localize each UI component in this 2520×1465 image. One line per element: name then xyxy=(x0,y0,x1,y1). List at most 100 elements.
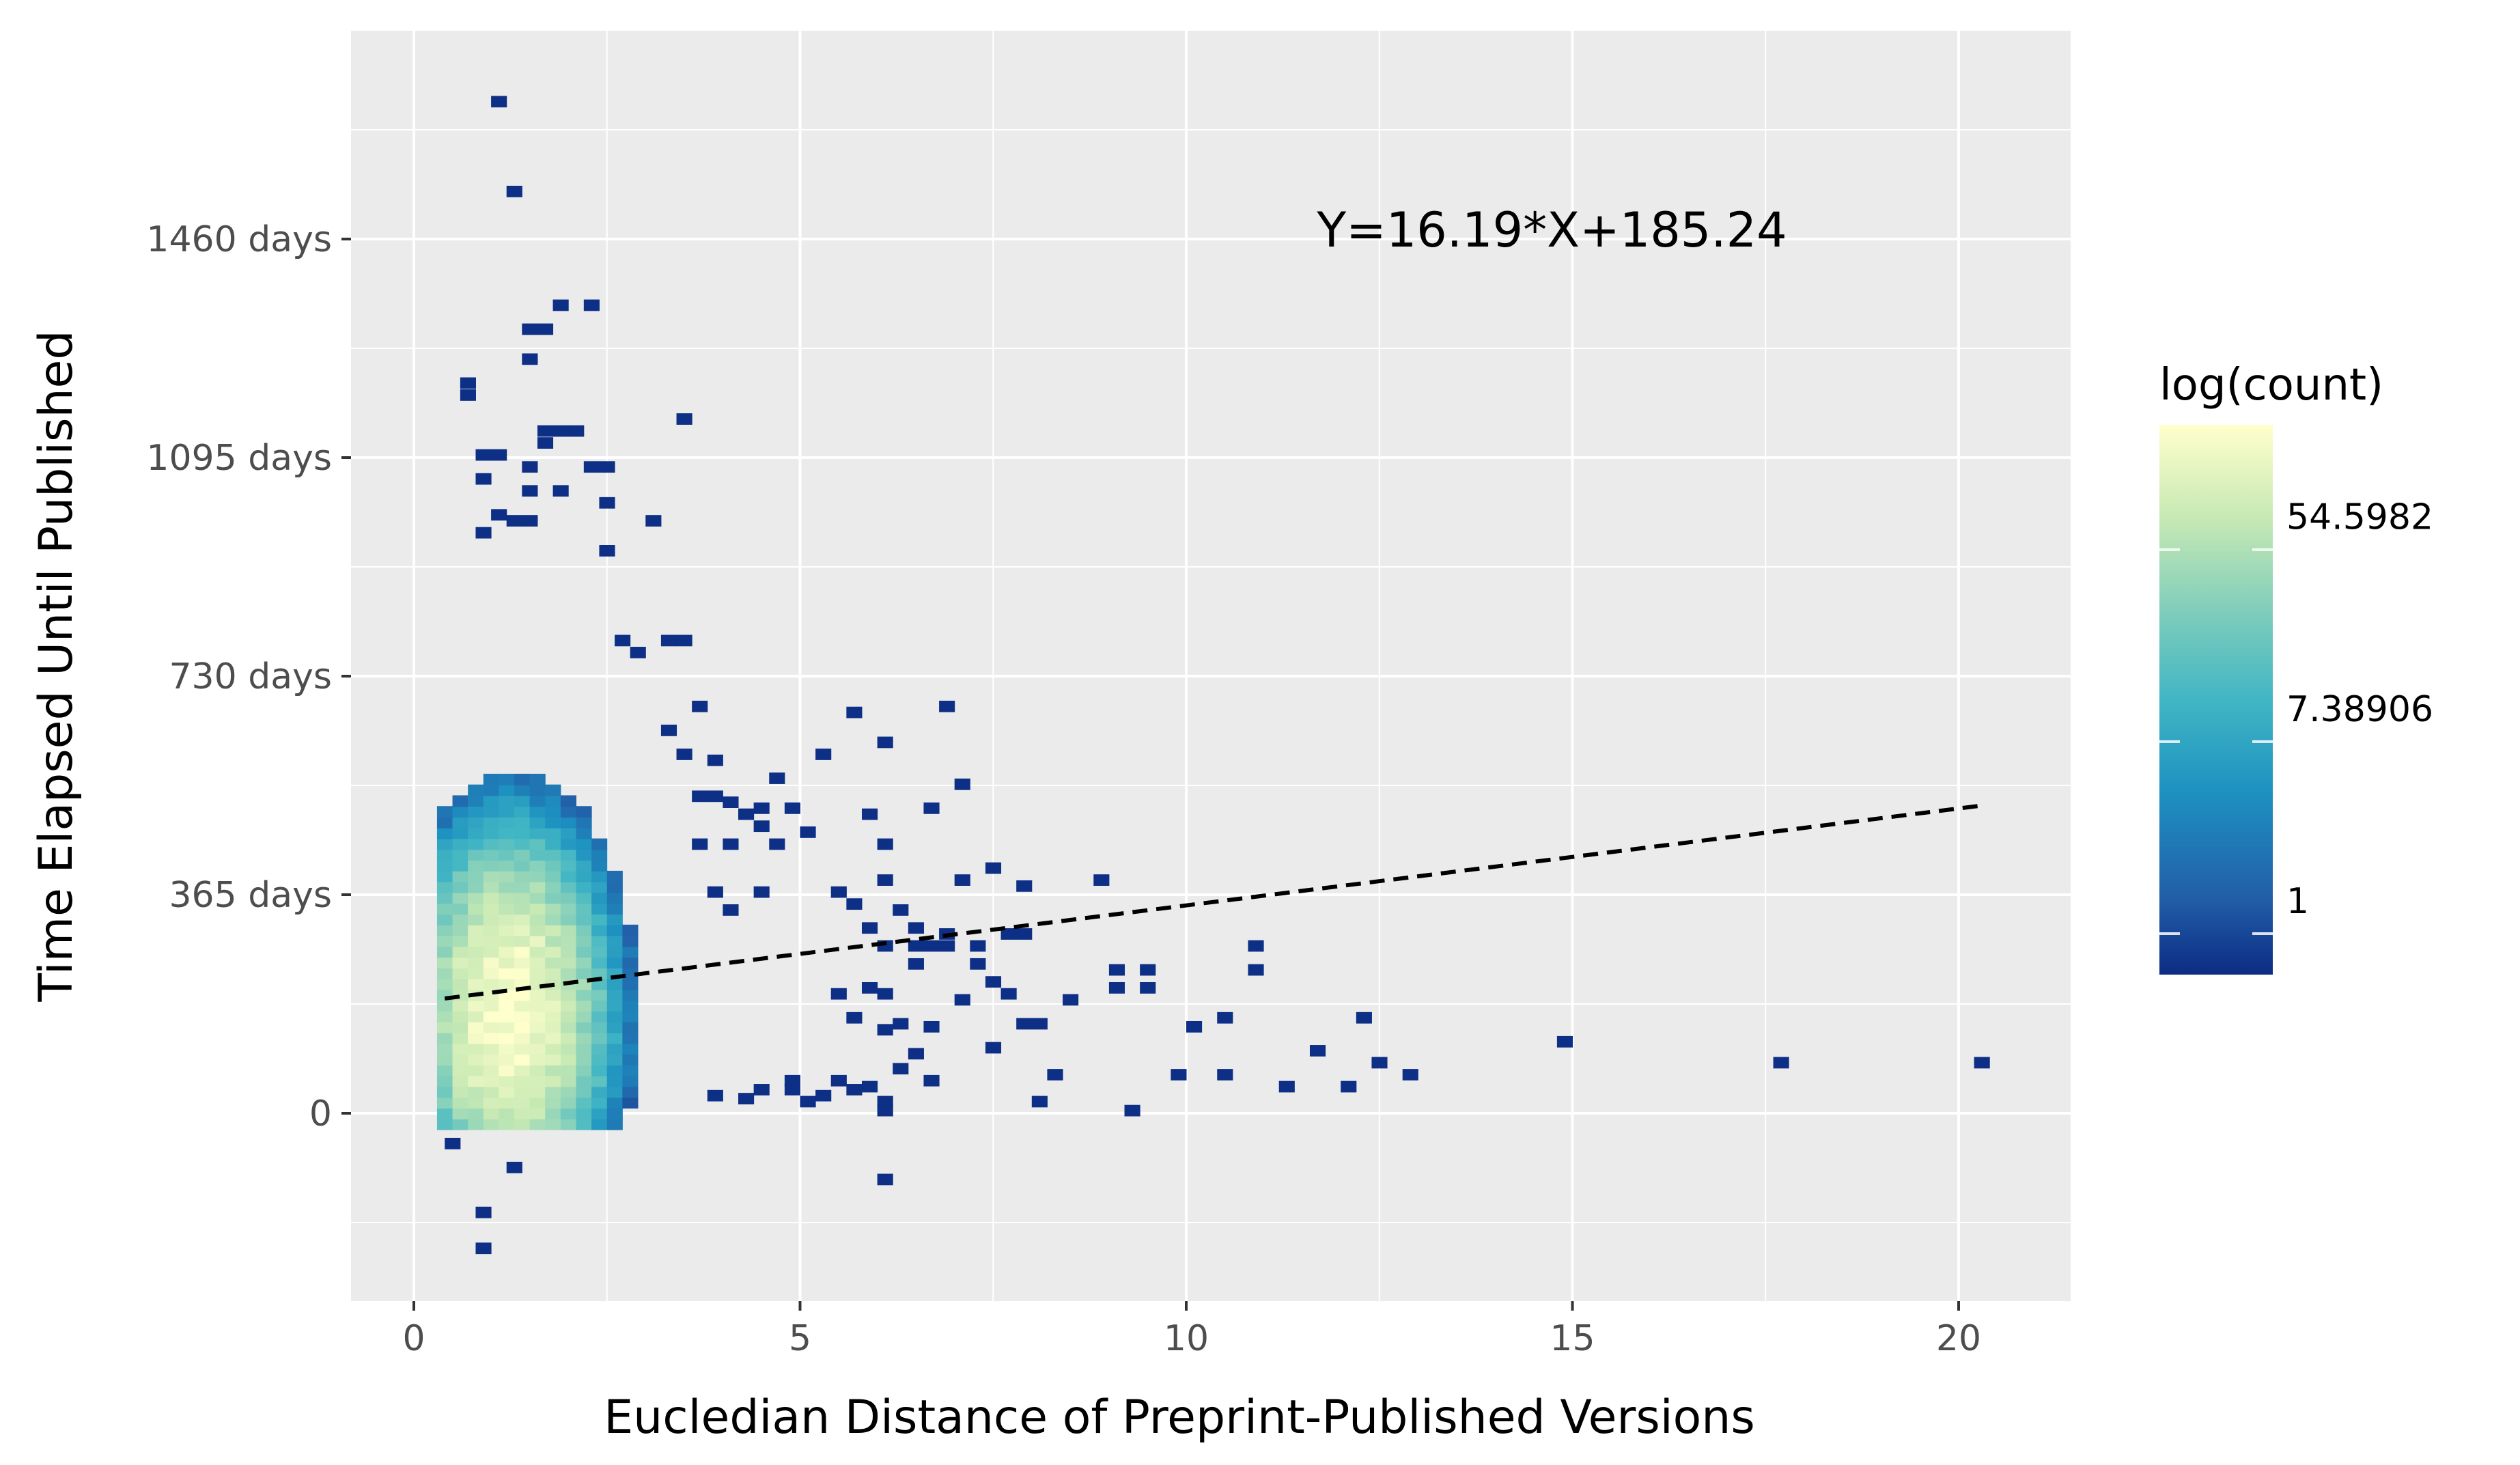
heatmap-bin xyxy=(514,1000,531,1012)
heatmap-bin xyxy=(545,989,561,1001)
heatmap-bin xyxy=(591,1086,608,1098)
heatmap-bin xyxy=(436,1108,453,1119)
heatmap-bin xyxy=(877,874,893,886)
x-tick-label: 10 xyxy=(1164,1318,1209,1359)
heatmap-bin xyxy=(529,1075,546,1087)
heatmap-bin xyxy=(560,1000,577,1012)
heatmap-bin xyxy=(514,817,531,828)
heatmap-bin xyxy=(800,826,816,838)
heatmap-bin xyxy=(560,1054,577,1065)
heatmap-bin xyxy=(514,838,531,850)
heatmap-bin xyxy=(591,881,608,893)
heatmap-bin xyxy=(537,437,554,449)
heatmap-bin xyxy=(606,935,623,947)
heatmap-bin xyxy=(452,1043,468,1055)
heatmap-bin xyxy=(452,1011,468,1022)
heatmap-bin xyxy=(560,1097,577,1109)
heatmap-bin xyxy=(576,946,592,958)
heatmap-bin xyxy=(483,827,499,839)
heatmap-bin xyxy=(452,827,468,839)
heatmap-bin xyxy=(436,957,453,968)
heatmap-bin xyxy=(452,1064,468,1076)
heatmap-bin xyxy=(452,806,468,818)
heatmap-bin xyxy=(591,1108,608,1119)
heatmap-bin xyxy=(1773,1057,1789,1069)
heatmap-bin xyxy=(529,817,546,828)
heatmap-bin xyxy=(877,736,893,749)
heatmap-bin xyxy=(707,790,723,803)
heatmap-bin xyxy=(545,1011,561,1022)
heatmap-bin xyxy=(483,838,499,850)
heatmap-bin xyxy=(436,817,453,828)
heatmap-bin xyxy=(545,1032,561,1044)
heatmap-bin xyxy=(483,914,499,925)
heatmap-bin xyxy=(529,989,546,1001)
heatmap-bin xyxy=(591,967,608,979)
heatmap-bin xyxy=(877,1024,893,1036)
heatmap-bin xyxy=(606,1011,623,1022)
x-tick-label: 0 xyxy=(402,1318,425,1359)
heatmap-bin xyxy=(576,1000,592,1012)
heatmap-bin xyxy=(468,924,484,936)
heatmap-bin xyxy=(499,1054,515,1065)
heatmap-bin xyxy=(877,988,893,1000)
heatmap-bin xyxy=(436,827,453,839)
heatmap-bin xyxy=(606,1075,623,1087)
heatmap-bin xyxy=(784,1074,800,1087)
legend-label: 1 xyxy=(2286,881,2309,922)
heatmap-bin xyxy=(576,838,592,850)
heatmap-bin xyxy=(483,892,499,904)
heatmap-bin xyxy=(545,1097,561,1109)
heatmap-bin xyxy=(591,1064,608,1076)
heatmap-bin xyxy=(436,881,453,893)
heatmap-bin xyxy=(483,1097,499,1109)
heatmap-bin xyxy=(483,773,499,785)
heatmap-bin xyxy=(599,545,615,557)
heatmap-bin xyxy=(436,806,453,818)
heatmap-bin xyxy=(522,323,538,335)
heatmap-bin xyxy=(468,1118,484,1130)
heatmap-bin xyxy=(475,1242,492,1255)
heatmap-bin xyxy=(939,940,955,952)
heatmap-bin xyxy=(908,1048,924,1060)
grid-major xyxy=(351,31,2071,1301)
heatmap-bin xyxy=(954,874,970,886)
heatmap-bin xyxy=(753,886,770,898)
heatmap-bin xyxy=(1016,880,1033,892)
heatmap-bin xyxy=(707,1089,723,1102)
heatmap-bin xyxy=(591,1021,608,1033)
heatmap-bin xyxy=(784,1084,800,1096)
heatmap-bin xyxy=(560,1064,577,1076)
heatmap-bin xyxy=(514,1064,531,1076)
heatmap-bin xyxy=(676,634,692,647)
heatmap-bin xyxy=(468,1097,484,1109)
heatmap-bin xyxy=(606,1032,623,1044)
heatmap-bin xyxy=(630,647,646,658)
heatmap-bin xyxy=(436,1075,453,1087)
heatmap-bin xyxy=(529,1054,546,1065)
heatmap-bin xyxy=(545,1021,561,1033)
heatmap-bin xyxy=(985,1042,1002,1054)
heatmap-bin xyxy=(606,946,623,958)
heatmap-bin xyxy=(452,1086,468,1098)
heatmap-bin xyxy=(483,967,499,979)
heatmap-bin xyxy=(499,967,515,979)
heatmap-bin xyxy=(445,1137,461,1149)
heatmap-bin xyxy=(514,1075,531,1087)
heatmap-bin xyxy=(692,790,708,803)
heatmap-bin xyxy=(1000,928,1017,940)
heatmap-bin xyxy=(970,958,986,970)
heatmap-bin xyxy=(468,1000,484,1012)
heatmap-bin xyxy=(514,881,531,893)
heatmap-bin xyxy=(514,773,531,785)
heatmap-bin xyxy=(499,849,515,861)
heatmap-bin xyxy=(452,1108,468,1119)
heatmap-bin xyxy=(1278,1080,1295,1093)
y-tick-label: 1095 days xyxy=(146,438,332,479)
heatmap-bin xyxy=(483,784,499,796)
heatmap-bin xyxy=(522,461,538,473)
heatmap-bin xyxy=(591,860,608,871)
heatmap-bin xyxy=(475,1206,492,1218)
heatmap-bin xyxy=(452,1075,468,1087)
heatmap-bin xyxy=(606,1064,623,1076)
